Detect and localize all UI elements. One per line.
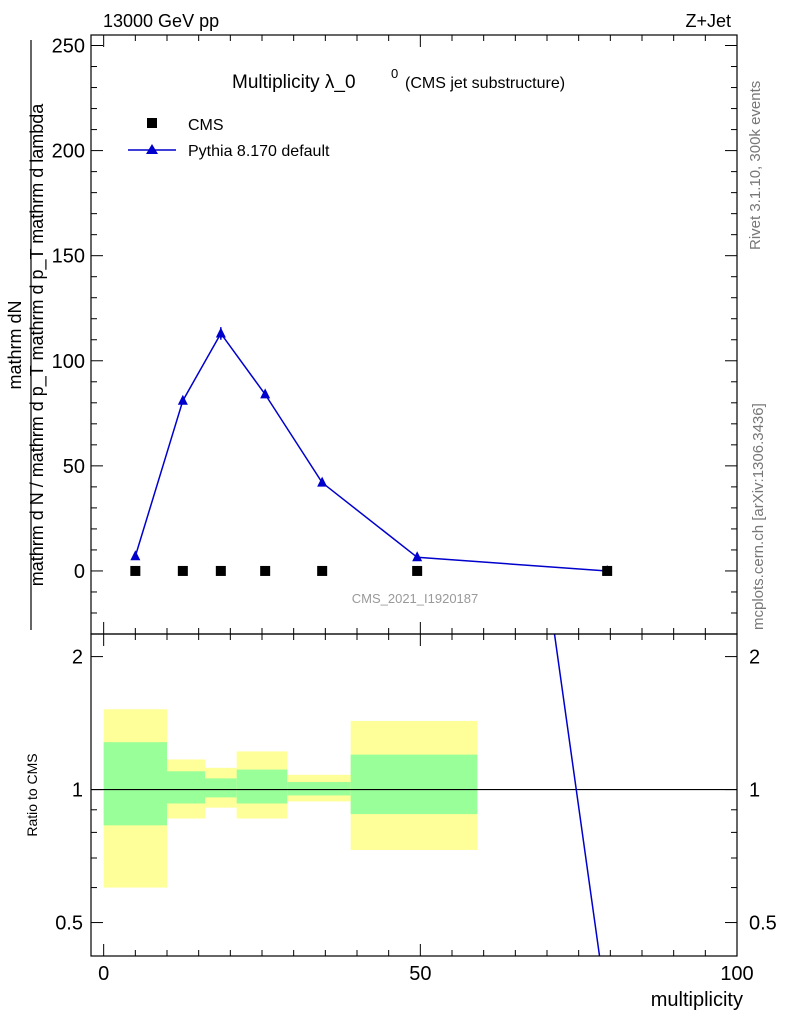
pythia-point — [412, 551, 423, 562]
cms-point — [215, 565, 226, 576]
title-main: Multiplicity λ_0 — [232, 72, 356, 93]
cms-point — [260, 565, 271, 576]
ratio-ytick-label-right: 0.5 — [749, 913, 777, 935]
ratio-band-inner — [205, 778, 237, 798]
main-ytick-label: 100 — [52, 351, 85, 373]
ratio-band-inner — [287, 782, 351, 796]
ratio-mc-line — [553, 634, 601, 956]
legend-pythia-marker — [146, 144, 158, 154]
ratio-frame — [90, 633, 738, 957]
main-ytick-label: 150 — [52, 246, 85, 268]
pythia-point — [215, 327, 226, 338]
ratio-ytick-label-left: 0.5 — [55, 913, 83, 935]
cms-point — [317, 565, 328, 576]
ratio-xtick-label: 50 — [409, 963, 431, 985]
ratio-ylabel: Ratio to CMS — [24, 753, 40, 836]
analysis-watermark: CMS_2021_I1920187 — [352, 591, 479, 606]
pythia-point — [177, 394, 188, 405]
plot-title: Multiplicity λ_0 0 (CMS jet substructure… — [232, 66, 565, 93]
ratio-ytick-label-left: 1 — [72, 780, 83, 802]
header-process: Z+Jet — [685, 11, 731, 31]
ratio-ytick-label-right: 2 — [749, 647, 760, 669]
cms-point — [130, 565, 141, 576]
main-ylabel-denom: mathrm d N / mathrm d p_T mathrm d p_T m… — [27, 103, 48, 586]
ratio-band-inner — [103, 742, 167, 826]
main-ytick-label: 250 — [52, 36, 85, 58]
ratio-band-inner — [236, 769, 288, 804]
mcplots-label: mcplots.cern.ch [arXiv:1306.3436] — [750, 403, 767, 630]
ratio-panel: 0 50 100 0.5 0.5 1 1 2 2 — [55, 633, 777, 985]
legend-cms-label: CMS — [188, 117, 224, 134]
pythia-point — [317, 476, 328, 487]
main-ytick-label: 200 — [52, 141, 85, 163]
ratio-xtick-label: 0 — [98, 963, 109, 985]
main-ylabel: mathrm dN mathrm d N / mathrm d p_T math… — [5, 40, 48, 630]
ratio-ytick-label-right: 1 — [749, 780, 760, 802]
ratio-xtick-label: 100 — [720, 963, 753, 985]
legend-pythia-label: Pythia 8.170 default — [188, 143, 330, 160]
pythia-point — [130, 550, 141, 561]
main-ytick-label: 0 — [74, 561, 85, 583]
main-ylabel-numer: mathrm dN — [5, 300, 25, 389]
ratio-band-inner — [350, 754, 478, 815]
cms-point — [602, 565, 613, 576]
rivet-label: Rivet 3.1.10, 300k events — [747, 81, 764, 250]
header-energy: 13000 GeV pp — [103, 11, 219, 31]
legend: CMS Pythia 8.170 default — [128, 117, 330, 160]
main-ytick-label: 50 — [63, 456, 85, 478]
ratio-band-inner — [167, 771, 205, 804]
pythia-line — [134, 332, 608, 572]
title-superscript: 0 — [391, 66, 398, 81]
pythia-point — [260, 388, 271, 399]
ratio-ytick-label-left: 2 — [72, 647, 83, 669]
cms-point — [177, 565, 188, 576]
cms-point — [412, 565, 423, 576]
title-paren: (CMS jet substructure) — [405, 75, 565, 92]
legend-cms-marker — [147, 118, 157, 128]
ratio-xlabel: multiplicity — [651, 989, 743, 1011]
